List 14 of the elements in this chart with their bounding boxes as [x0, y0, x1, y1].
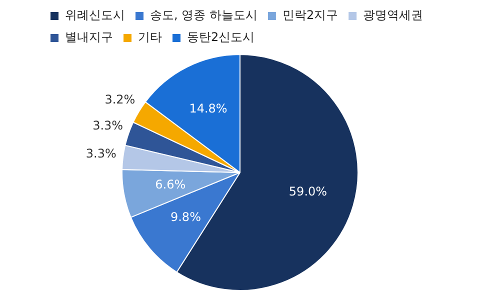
data-label: 3.3% [86, 146, 116, 161]
legend-label: 광명역세권 [363, 8, 424, 22]
legend-label: 위례신도시 [65, 8, 125, 22]
legend-label: 송도, 영종 하늘도시 [150, 8, 258, 22]
data-label: 59.0% [288, 184, 328, 198]
legend-label: 민락2지구 [282, 8, 338, 22]
legend-label: 기타 [138, 30, 162, 44]
data-label: 6.6% [155, 177, 186, 192]
data-label: 3.2% [104, 92, 136, 107]
legend-label: 별내지구 [65, 30, 113, 44]
data-label: 3.3% [92, 118, 124, 132]
data-label: 14.8% [189, 101, 228, 116]
data-label: 9.8% [170, 210, 201, 224]
legend-label: 동탄2신도시 [187, 30, 255, 44]
